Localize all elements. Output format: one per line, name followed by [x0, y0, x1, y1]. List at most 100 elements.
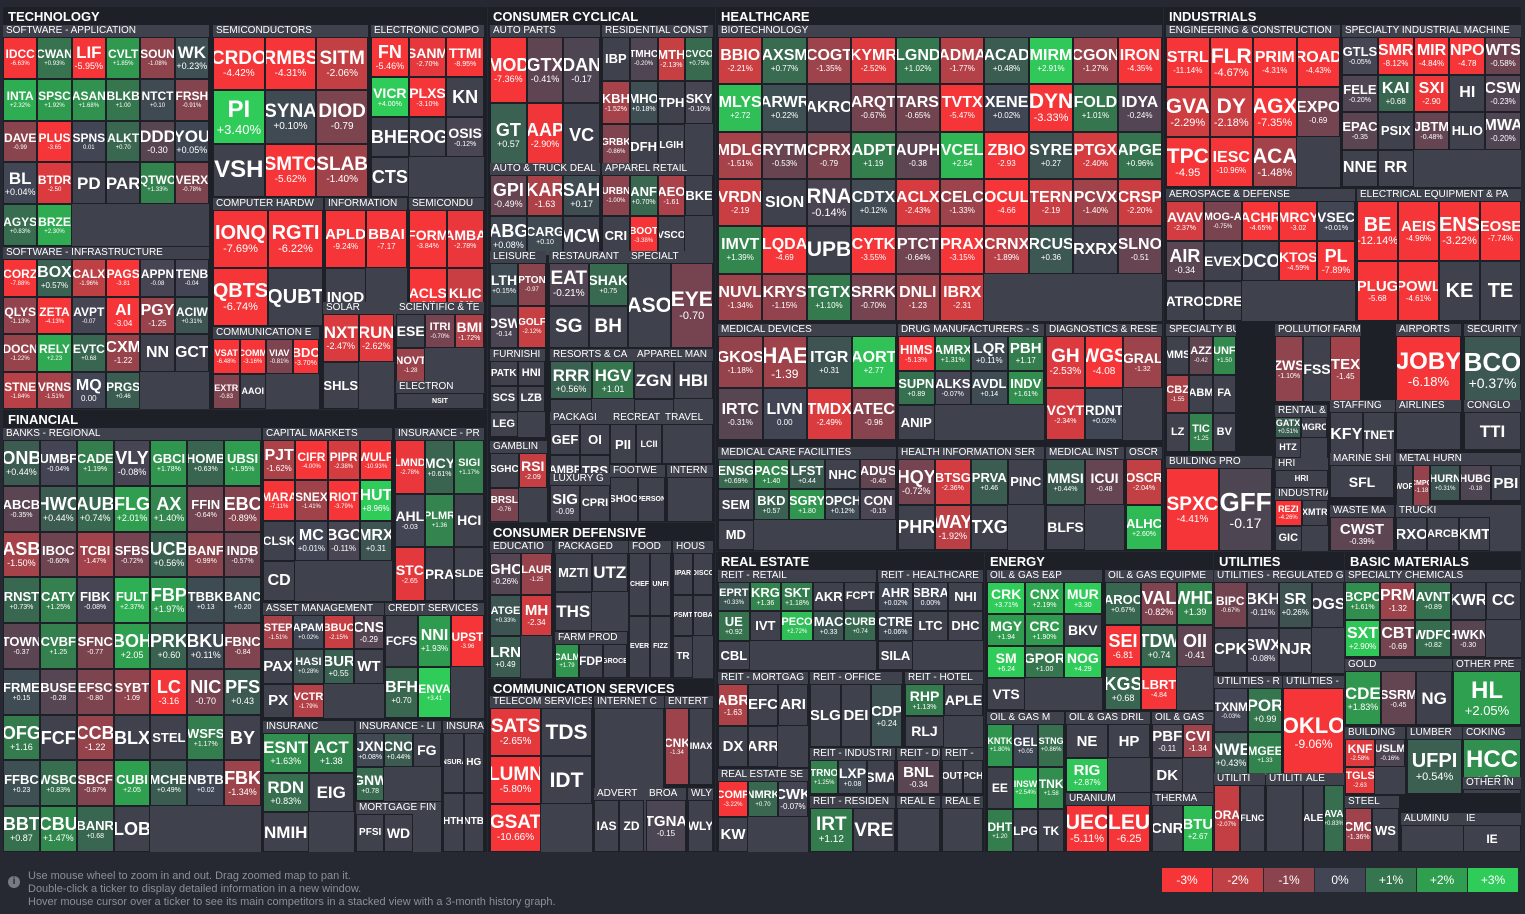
- stock-tile-caty[interactable]: CATY +1.25%: [39, 577, 77, 624]
- stock-tile-dfh[interactable]: DFH: [629, 124, 658, 168]
- stock-tile-tmhc[interactable]: TMHC -0.20%: [629, 37, 658, 81]
- stock-tile-livn[interactable]: LIVN 0.00: [762, 388, 807, 440]
- stock-tile-itri[interactable]: ITRI -0.70%: [425, 314, 455, 348]
- stock-tile-dhc[interactable]: DHC: [948, 611, 983, 641]
- stock-tile-tic[interactable]: TIC +1.25: [1189, 413, 1213, 452]
- stock-tile-ai[interactable]: AI -3.04: [106, 296, 141, 334]
- stock-tile-town[interactable]: TOWN -0.37: [3, 623, 40, 669]
- stock-tile-vctr[interactable]: VCTR -1.79%: [293, 683, 324, 718]
- stock-tile-calm[interactable]: CALM +1.79: [555, 644, 579, 678]
- stock-tile-prim[interactable]: PRIM -4.31%: [1253, 37, 1297, 87]
- stock-tile-banf[interactable]: BANF -0.99%: [187, 531, 225, 578]
- stock-tile-eose[interactable]: EOSE -7.74%: [1480, 201, 1521, 261]
- stock-tile-aciw[interactable]: ACIW +0.31%: [174, 296, 209, 334]
- stock-tile-agys[interactable]: AGYS +0.83%: [3, 204, 38, 246]
- stock-tile-sybt[interactable]: SYBT -1.09: [113, 668, 151, 715]
- stock-tile-run[interactable]: RUN -2.62%: [358, 314, 394, 362]
- stock-tile-pton[interactable]: PTON -0.97: [518, 263, 546, 306]
- stock-tile-crk[interactable]: CRK +3.71%: [987, 582, 1026, 614]
- stock-tile-fn[interactable]: FN -5.46%: [371, 37, 409, 77]
- stock-tile-agx[interactable]: AGX -7.35%: [1253, 87, 1297, 137]
- stock-tile-buse[interactable]: BUSE -0.28: [39, 668, 77, 715]
- stock-tile-gsat[interactable]: GSAT -10.66%: [490, 804, 541, 852]
- stock-tile-pra[interactable]: PRA: [424, 547, 455, 601]
- stock-tile-abm[interactable]: ABM: [1189, 374, 1213, 414]
- stock-tile-homb[interactable]: HOMB +0.63%: [187, 440, 225, 486]
- stock-tile-comm[interactable]: COMM -3.16%: [239, 339, 266, 374]
- stock-tile-jbtm[interactable]: JBTM -0.48%: [1413, 112, 1450, 150]
- stock-tile-bkh[interactable]: BKH -0.11%: [1246, 582, 1279, 628]
- stock-tile-mir[interactable]: MIR -4.84%: [1413, 37, 1450, 75]
- stock-tile-ale[interactable]: ALE: [1303, 785, 1324, 852]
- stock-tile-sfl[interactable]: SFL: [1330, 465, 1394, 498]
- stock-tile-ue[interactable]: UE +0.92: [718, 611, 750, 641]
- stock-tile-enva[interactable]: ENVA +3.41: [418, 666, 451, 718]
- stock-tile-wsbc[interactable]: WSBC +0.83%: [39, 760, 77, 807]
- stock-tile-wk[interactable]: WK +0.23%: [174, 37, 209, 79]
- stock-tile-person[interactable]: PERSON: [637, 477, 665, 522]
- stock-tile-por[interactable]: POR +0.99: [1248, 688, 1282, 732]
- stock-tile-gh[interactable]: GH -2.53%: [1046, 336, 1085, 388]
- stock-tile-ne[interactable]: NE: [1066, 724, 1108, 758]
- stock-tile-iboc[interactable]: IBOC -0.60%: [39, 531, 77, 578]
- stock-tile-plug[interactable]: PLUG -5.68: [1357, 261, 1398, 321]
- stock-tile-lc[interactable]: LC -3.16: [150, 668, 188, 715]
- stock-tile-mgy[interactable]: MGY +1.94: [987, 614, 1026, 646]
- stock-tile-vsco[interactable]: VSCO: [657, 215, 686, 256]
- stock-tile-celc[interactable]: CELC -1.33%: [940, 179, 985, 227]
- stock-tile-vts[interactable]: VTS: [987, 678, 1026, 710]
- stock-tile-docn[interactable]: DOCN -1.22%: [3, 334, 38, 372]
- stock-tile-kbh[interactable]: KBH -1.52%: [602, 80, 630, 125]
- stock-tile-pbh[interactable]: PBH +1.17: [1007, 336, 1044, 371]
- stock-tile-mgee[interactable]: MGEE +1.33: [1248, 732, 1282, 776]
- stock-tile-esnt[interactable]: ESNT +1.63%: [263, 733, 309, 773]
- stock-tile-cpk[interactable]: CPK: [1214, 627, 1247, 673]
- stock-tile-comp[interactable]: COMP -3.22%: [718, 781, 748, 817]
- stock-tile-oi[interactable]: OI: [580, 424, 610, 455]
- stock-tile-px[interactable]: PX: [263, 683, 294, 718]
- stock-tile-tnet[interactable]: TNET: [1362, 412, 1395, 458]
- stock-tile-ionq[interactable]: IONQ -7.69%: [213, 210, 268, 268]
- stock-tile-trno[interactable]: TRNO +1.25%: [810, 760, 839, 794]
- stock-tile-utz[interactable]: UTZ: [591, 553, 628, 592]
- stock-tile-upst[interactable]: UPST -3.96: [451, 615, 484, 667]
- stock-tile-unf[interactable]: UNF +1.50: [1212, 336, 1236, 375]
- stock-tile-tgtx[interactable]: TGTX +1.10%: [806, 273, 852, 321]
- stock-tile-dx[interactable]: DX: [718, 725, 748, 767]
- stock-tile-cbz[interactable]: CBZ -1.55: [1166, 374, 1190, 414]
- stock-tile-ese[interactable]: ESE: [396, 314, 426, 348]
- stock-tile-ucb[interactable]: UCB +0.56%: [150, 531, 188, 578]
- stock-tile-rr[interactable]: RR: [1377, 149, 1414, 187]
- stock-tile-cdp[interactable]: CDP +0.24: [871, 684, 902, 747]
- stock-tile-ttmi[interactable]: TTMI -8.95%: [446, 37, 484, 77]
- stock-tile-rog[interactable]: ROG: [408, 117, 447, 157]
- stock-tile-carg[interactable]: CARG +0.10: [526, 215, 564, 256]
- stock-tile-crc[interactable]: CRC +1.90%: [1025, 614, 1064, 646]
- stock-tile[interactable]: [662, 424, 713, 464]
- stock-tile-ke[interactable]: KE: [1439, 261, 1480, 321]
- stock-tile-sats[interactable]: SATS -2.65%: [490, 708, 541, 756]
- stock-tile-ws[interactable]: WS: [1372, 808, 1399, 852]
- stock-tile-form[interactable]: FORM -3.84%: [409, 210, 447, 268]
- stock-tile-kai[interactable]: KAI +0.68: [1377, 74, 1414, 112]
- stock-tile-zd[interactable]: ZD: [619, 800, 644, 852]
- stock-tile-ebc[interactable]: EBC -0.89%: [224, 485, 261, 532]
- stock-tile-aple[interactable]: APLE: [944, 684, 983, 716]
- stock-tile-prk[interactable]: PRK +0.60: [150, 623, 188, 669]
- stock-tile-jxn[interactable]: JXN +0.08%: [356, 733, 385, 767]
- stock-tile-irtc[interactable]: IRTC -0.31%: [718, 388, 763, 440]
- stock-tile-gbci[interactable]: GBCI +1.78%: [150, 440, 188, 486]
- stock-tile-leg[interactable]: LEG: [490, 411, 518, 437]
- stock-tile-fcf[interactable]: FCF: [39, 714, 77, 761]
- stock-tile-flnc[interactable]: FLNC: [1239, 785, 1265, 852]
- stock-tile-rig[interactable]: RIG +2.87%: [1066, 758, 1108, 792]
- stock-tile-toba[interactable]: TOBA: [693, 594, 713, 637]
- stock-tile-kgs[interactable]: KGS +0.68: [1105, 667, 1141, 710]
- stock-tile-lfst[interactable]: LFST +0.44: [789, 459, 825, 490]
- stock-tile-mh[interactable]: MH -2.34: [521, 594, 552, 637]
- stock-tile-rna[interactable]: RNA -0.14%: [806, 179, 852, 227]
- stock-tile-mac[interactable]: MAC +0.33: [812, 611, 845, 641]
- stock-tile-spsc[interactable]: SPSC +1.92%: [37, 78, 72, 121]
- stock-tile-bku[interactable]: BKU +0.11%: [187, 623, 225, 669]
- stock-tile-cytk[interactable]: CYTK -3.55%: [851, 226, 896, 274]
